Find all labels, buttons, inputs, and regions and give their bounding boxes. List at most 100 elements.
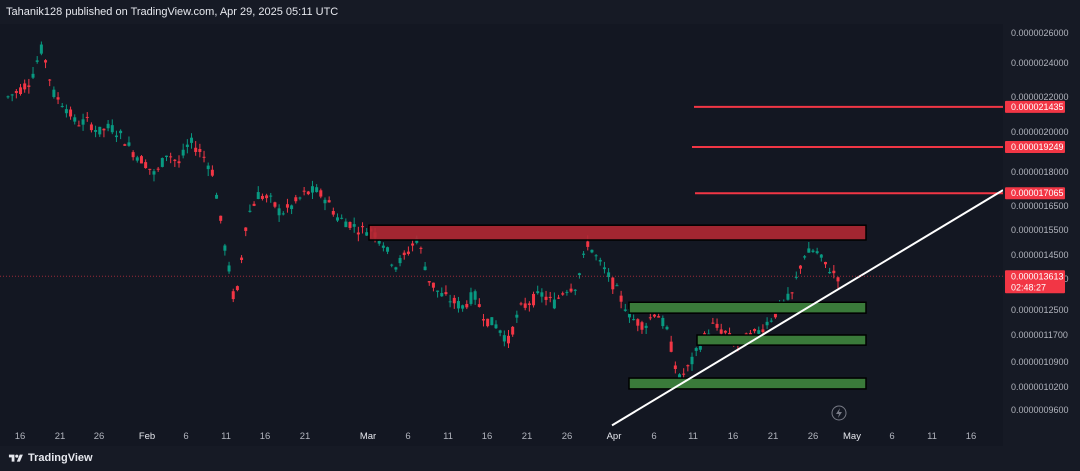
candle-body: [81, 119, 85, 125]
price-axis: 0.00000260000.00000240000.00000220000.00…: [1003, 24, 1080, 446]
candle-body: [327, 200, 331, 203]
time-axis-label: 21: [300, 431, 311, 442]
time-axis-label: Mar: [360, 431, 376, 442]
candle-body: [298, 197, 302, 199]
candle-body: [177, 161, 181, 164]
candle-body: [14, 90, 18, 94]
candle-body: [85, 116, 89, 118]
candle-body: [281, 213, 285, 215]
candle-body: [444, 292, 448, 295]
time-axis-label: 6: [405, 431, 410, 442]
candle-body: [252, 203, 256, 206]
candle-body: [686, 365, 690, 367]
candle-body: [502, 335, 506, 342]
candle-body: [694, 348, 698, 351]
candle-body: [127, 142, 131, 146]
candle-body: [819, 254, 823, 258]
candle-body: [573, 289, 577, 291]
candle-body: [390, 264, 394, 266]
candle-body: [790, 292, 794, 294]
resistance-zone[interactable]: [368, 224, 867, 241]
price-axis-label: 0.0000015500: [1011, 225, 1069, 235]
ascending-trendline[interactable]: [611, 189, 1004, 427]
candle-body: [552, 299, 556, 309]
candle-body: [719, 329, 723, 334]
time-axis-label: Feb: [139, 431, 155, 442]
candle-body: [319, 190, 323, 197]
candle-body: [60, 106, 64, 108]
candle-body: [248, 210, 252, 212]
price-level-badge: [1005, 141, 1065, 154]
candle-body: [519, 303, 523, 305]
candle-body: [661, 317, 665, 327]
time-axis-label: May: [843, 431, 861, 442]
candle-body: [690, 356, 694, 365]
candle-body: [215, 194, 219, 199]
candle-body: [89, 124, 93, 131]
time-axis-label: 21: [55, 431, 66, 442]
candle-body: [265, 195, 269, 199]
candle-body: [302, 190, 306, 192]
candle-body: [240, 257, 244, 260]
candle-body: [260, 195, 264, 199]
candle-body: [761, 329, 765, 332]
candle-body: [561, 293, 565, 295]
candle-body: [836, 277, 840, 282]
candle-body: [427, 281, 431, 283]
candle-body: [77, 125, 81, 127]
candle-body: [423, 266, 427, 271]
candle-body: [586, 241, 590, 247]
candle-body: [786, 293, 790, 300]
support-zone[interactable]: [696, 334, 867, 346]
candle-body: [152, 171, 156, 175]
candle-body: [315, 187, 319, 193]
candle-body: [64, 109, 68, 114]
price-axis-label: 0.0000026000: [1011, 28, 1069, 38]
support-zone[interactable]: [628, 301, 867, 314]
candle-body: [548, 296, 552, 298]
candle-body: [632, 319, 636, 321]
candle-body: [715, 323, 719, 328]
candle-body: [473, 291, 477, 300]
candle-body: [456, 301, 460, 309]
candle-body: [678, 374, 682, 380]
candle-body: [173, 159, 177, 161]
candle-body: [652, 314, 656, 317]
candle-body: [227, 265, 231, 272]
price-axis-label: 0.0000012500: [1011, 305, 1069, 315]
candle-body: [273, 202, 277, 207]
candle-body: [431, 282, 435, 288]
time-axis-label: 11: [927, 431, 937, 442]
candle-body: [135, 157, 139, 161]
candle-body: [231, 291, 235, 300]
candle-body: [461, 305, 465, 309]
time-axis-label: 26: [808, 431, 819, 442]
price-axis-label: 0.0000011700: [1011, 330, 1068, 340]
price-level-badge-label: 0.000021435: [1011, 102, 1064, 112]
candle-body: [669, 341, 673, 352]
candle-body: [181, 149, 185, 156]
candle-body: [594, 255, 598, 257]
current-price-label: 0.000013613: [1011, 271, 1064, 281]
candle-body: [469, 292, 473, 304]
candle-body: [244, 227, 248, 231]
candle-body: [139, 156, 143, 164]
time-axis-label: 11: [688, 431, 698, 442]
candle-body: [607, 272, 611, 278]
candle-body: [511, 326, 515, 335]
candle-body: [23, 83, 27, 90]
price-axis-label: 0.0000016500: [1011, 201, 1069, 211]
support-zone[interactable]: [628, 377, 867, 390]
publisher-attribution: Tahanik128 published on TradingView.com,…: [6, 6, 339, 18]
candle-body: [377, 241, 381, 244]
candle-body: [657, 316, 661, 318]
candle-body: [665, 326, 669, 330]
candle-body: [190, 137, 194, 143]
time-axis-label: 16: [482, 431, 493, 442]
candle-body: [19, 87, 23, 95]
time-axis-label: 6: [651, 431, 656, 442]
lightning-icon[interactable]: [831, 405, 847, 421]
price-axis-label: 0.0000020000: [1011, 127, 1069, 137]
candle-body: [35, 60, 39, 62]
